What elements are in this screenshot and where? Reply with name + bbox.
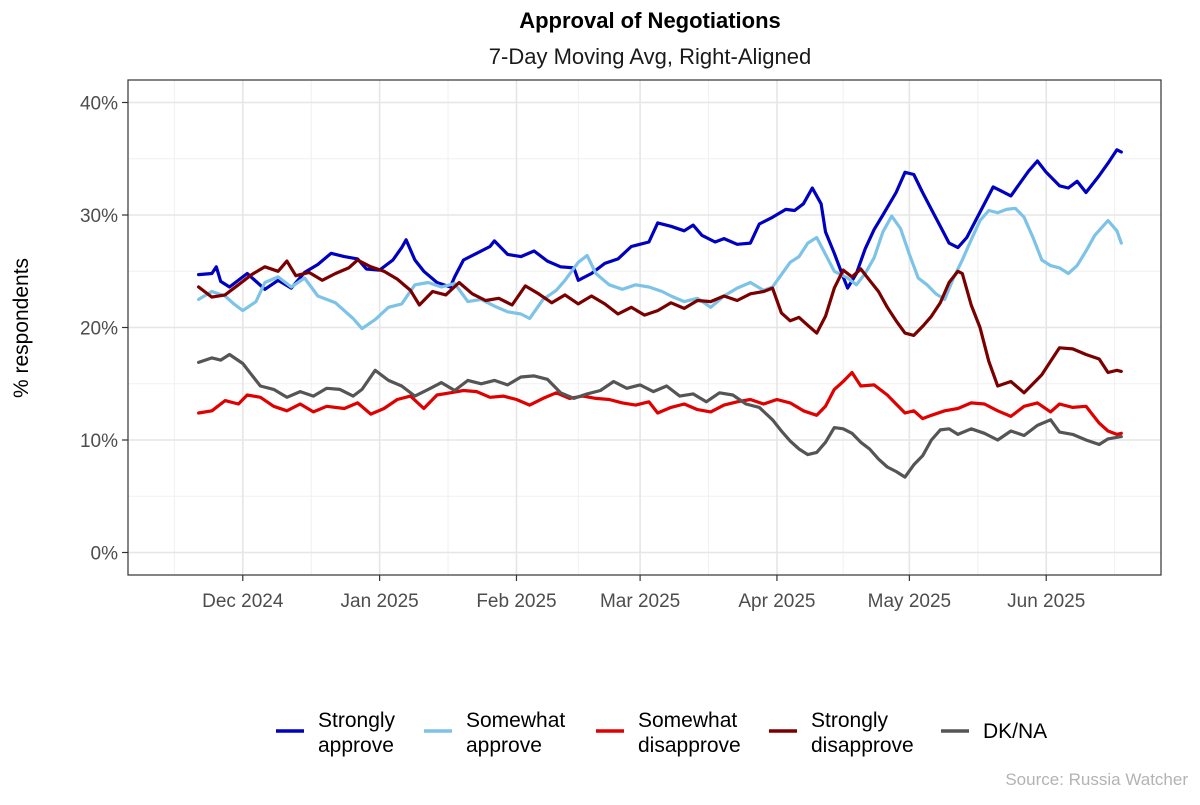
y-tick-label: 30% (80, 206, 118, 227)
x-tick-label: May 2025 (868, 591, 951, 612)
legend-label: approve (466, 734, 542, 757)
grid-major (128, 80, 1161, 575)
series-line-3 (197, 258, 1123, 395)
series-line-4 (197, 352, 1123, 479)
y-axis-title: % respondents (10, 258, 33, 398)
legend-label: Somewhat (638, 709, 737, 732)
series-layer (197, 148, 1123, 479)
chart-title: Approval of Negotiations (519, 8, 781, 33)
legend-label: Somewhat (466, 709, 565, 732)
y-tick-label: 10% (80, 431, 118, 452)
y-axis-ticks: 0% 10% 20% 30% 40% (80, 94, 128, 565)
x-tick-label: Feb 2025 (476, 591, 556, 612)
legend: StronglyapproveSomewhatapproveSomewhatdi… (276, 709, 1047, 757)
legend-label: disapprove (638, 734, 741, 757)
x-tick-label: Jun 2025 (1007, 591, 1085, 612)
x-tick-label: Mar 2025 (600, 591, 680, 612)
y-tick-label: 0% (91, 544, 119, 565)
legend-label: Strongly (318, 709, 396, 732)
x-tick-label: Dec 2024 (202, 591, 284, 612)
legend-label: disapprove (811, 734, 914, 757)
x-tick-label: Jan 2025 (341, 591, 419, 612)
y-tick-label: 20% (80, 319, 118, 340)
x-axis-ticks: Dec 2024 Jan 2025 Feb 2025 Mar 2025 Apr 2025… (202, 575, 1085, 612)
y-tick-label: 40% (80, 94, 118, 115)
chart-subtitle: 7-Day Moving Avg, Right-Aligned (489, 44, 811, 69)
series-line-1 (197, 206, 1123, 331)
legend-label: approve (318, 734, 394, 757)
series-line-2 (197, 370, 1123, 436)
legend-label: Strongly (811, 709, 889, 732)
source-note: Source: Russia Watcher (1005, 770, 1188, 789)
x-tick-label: Apr 2025 (738, 591, 815, 612)
legend-label: DK/NA (983, 720, 1047, 743)
